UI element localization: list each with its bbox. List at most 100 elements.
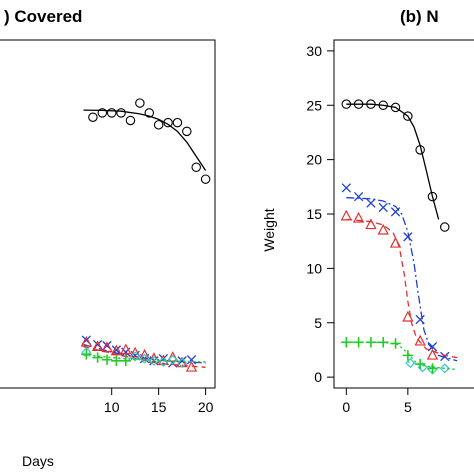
data-point [101, 341, 113, 353]
data-point [111, 355, 122, 367]
data-point [101, 354, 113, 365]
y-tick-label: 0 [314, 369, 322, 385]
data-point [378, 337, 389, 348]
data-point [378, 202, 388, 213]
data-point [353, 191, 364, 202]
data-point [402, 350, 414, 361]
data-point [80, 335, 93, 347]
panel-title: ) Covered [4, 7, 82, 26]
panel-title: (b) N [400, 7, 439, 26]
y-tick-label: 25 [306, 97, 322, 113]
data-point [427, 191, 438, 202]
panel-covered-marks [80, 98, 211, 372]
data-point [402, 310, 414, 322]
data-point [153, 120, 164, 130]
data-point [341, 337, 352, 348]
data-point [88, 112, 98, 122]
y-tick-label: 20 [306, 152, 322, 168]
data-point [426, 348, 439, 360]
data-point [158, 356, 169, 367]
data-point [167, 351, 179, 362]
data-point [148, 355, 160, 366]
data-point [139, 353, 150, 364]
data-point [390, 102, 401, 113]
y-tick-label: 5 [314, 315, 322, 331]
data-point [377, 223, 389, 235]
data-point [168, 358, 178, 368]
data-point [427, 342, 438, 352]
data-point [352, 211, 365, 223]
x-axis-label: Days [22, 453, 54, 469]
data-point [427, 363, 438, 374]
data-point [125, 115, 136, 126]
series-fit-line [346, 218, 458, 359]
data-point [135, 98, 145, 108]
data-point [81, 349, 92, 360]
data-point [403, 232, 413, 242]
data-point [106, 108, 117, 118]
plot-frame [0, 39, 216, 389]
data-point [120, 355, 131, 367]
series-fit-line [346, 197, 458, 362]
data-point [172, 117, 183, 128]
x-tick-label: 20 [198, 399, 214, 415]
data-point [390, 207, 401, 217]
y-axis-label: Weight [261, 208, 277, 251]
data-point [116, 108, 126, 118]
data-point [111, 345, 122, 355]
y-tick-label: 30 [306, 43, 322, 59]
data-point [92, 352, 103, 363]
x-tick-label: 5 [404, 399, 412, 415]
data-point [405, 357, 416, 369]
data-point [414, 358, 426, 370]
x-tick-label: 0 [342, 399, 350, 415]
data-point [163, 117, 173, 128]
data-point [415, 314, 425, 325]
data-point [186, 355, 197, 365]
panel-covered: ) Covered 10 15 20 Days [0, 7, 216, 469]
data-point [440, 351, 450, 362]
y-tick-label: 15 [306, 206, 322, 222]
data-point [167, 354, 178, 365]
data-point [91, 340, 104, 351]
data-point [414, 334, 426, 346]
y-tick-label: 10 [306, 260, 322, 276]
x-tick-label: 10 [104, 399, 120, 415]
data-point [341, 183, 351, 193]
data-point [340, 209, 353, 221]
data-point [366, 198, 376, 208]
x-tick-label: 15 [151, 399, 167, 415]
data-point [353, 337, 364, 348]
panel-not-covered-ticks: 0 5 0 5 10 15 20 25 30 [306, 43, 412, 415]
panel-not-covered-marks [340, 99, 458, 375]
data-point [120, 343, 132, 355]
series-fit-line [346, 341, 458, 371]
data-point [365, 337, 377, 348]
series-fit-line [83, 353, 206, 363]
data-point [185, 360, 198, 372]
data-point [341, 99, 352, 109]
data-point [129, 346, 141, 358]
data-point [97, 108, 108, 118]
data-point [148, 352, 160, 363]
data-point [110, 344, 123, 356]
panel-not-covered: (b) N 0 5 0 5 10 15 20 25 30 Weight [261, 7, 474, 415]
data-point [439, 363, 450, 374]
data-point [378, 100, 388, 111]
data-point [130, 351, 141, 362]
data-point [144, 108, 155, 118]
series-fit-line [83, 109, 207, 171]
data-point [353, 99, 364, 109]
series-fit-line [346, 103, 440, 220]
data-point [403, 111, 413, 121]
data-point [415, 145, 425, 155]
data-point [182, 126, 192, 137]
data-point [440, 222, 450, 232]
plot-frame [333, 39, 474, 389]
data-point [389, 236, 402, 248]
panel-covered-ticks: 10 15 20 [104, 388, 214, 415]
data-point [366, 99, 376, 109]
data-point [191, 162, 201, 172]
data-point [390, 338, 401, 349]
